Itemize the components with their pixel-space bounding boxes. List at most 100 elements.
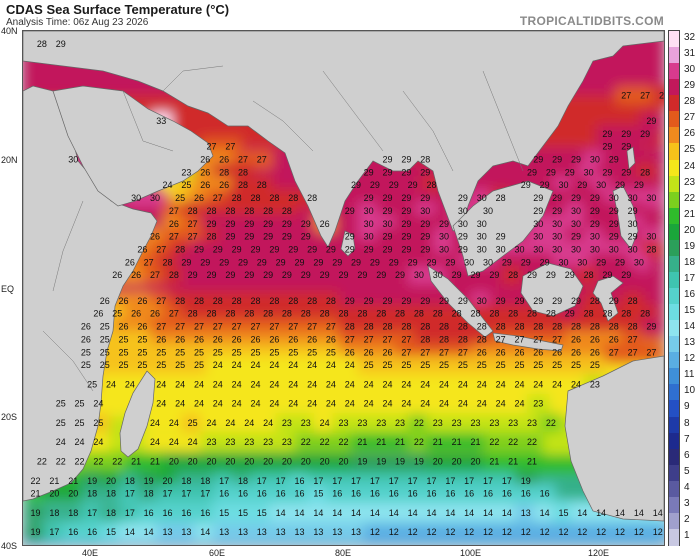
sst-cell [231,503,254,522]
sst-value-label: 24 [477,379,487,389]
sst-value-label: 13 [163,527,173,537]
sst-value-label: 16 [68,527,78,537]
sst-value-label: 21 [470,437,480,447]
sst-value-label: 24 [439,399,449,409]
sst-value-label: 25 [571,360,581,370]
sst-value-label: 23 [470,418,480,428]
sst-value-label: 17 [313,476,323,486]
sst-value-label: 26 [137,322,147,332]
sst-value-label: 20 [452,456,462,466]
sst-value-label: 28 [269,296,279,306]
sst-value-label: 17 [483,476,493,486]
sst-cell [181,266,204,285]
sst-cell [533,523,556,542]
sst-cell [426,413,449,432]
sst-cell [439,523,462,542]
colorbar-segment [669,512,679,530]
sst-value-label: 28 [552,322,562,332]
analysis-time: Analysis Time: 06z Aug 23 2026 [6,17,149,28]
sst-value-label: 25 [175,360,185,370]
sst-value-label: 27 [213,193,223,203]
sst-value-label: 23 [301,418,311,428]
sst-value-label: 28 [420,155,430,165]
sst-value-label: 17 [49,527,59,537]
sst-value-label: 12 [370,527,380,537]
sst-cell [407,452,430,471]
sst-value-label: 29 [225,232,235,242]
sst-value-label: 22 [31,476,41,486]
sst-value-label: 29 [615,257,625,267]
sst-cell [62,523,85,542]
sst-value-label: 29 [546,270,556,280]
sst-value-label: 29 [225,270,235,280]
sst-value-label: 30 [414,270,424,280]
sst-value-label: 12 [521,527,531,537]
sst-cell [250,503,273,522]
sst-value-label: 24 [326,379,336,389]
sst-value-label: 29 [345,206,355,216]
sst-cell [269,523,292,542]
sst-value-label: 24 [225,418,235,428]
sst-value-label: 24 [232,379,242,389]
sst-value-label: 13 [276,527,286,537]
colorbar-label: 5 [684,465,690,477]
sst-value-label: 29 [571,155,581,165]
sst-value-label: 28 [609,322,619,332]
sst-cell [162,266,185,285]
sst-cell [489,394,512,413]
lat-label-eq: EQ [1,284,15,294]
sst-value-label: 28 [420,322,430,332]
sst-value-label: 21 [508,456,518,466]
sst-value-label: 29 [364,244,374,254]
sst-value-label: 25 [137,334,147,344]
sst-cell [282,394,305,413]
sst-value-label: 30 [628,193,638,203]
sst-value-label: 28 [163,257,173,267]
sst-cell [458,523,481,542]
sst-value-label: 28 [439,334,449,344]
sst-value-label: 28 [602,309,612,319]
sst-value-label: 27 [288,322,298,332]
sst-value-label: 28 [225,206,235,216]
sst-value-label: 25 [156,360,166,370]
sst-value-label: 14 [389,508,399,518]
sst-value-label: 25 [119,334,129,344]
sst-cell [294,413,317,432]
sst-value-label: 24 [232,360,242,370]
sst-cell [332,433,355,452]
sst-value-label: 30 [464,257,474,267]
sst-value-label: 27 [514,334,524,344]
sst-map: 2829272728332929292927272929302626272729… [22,30,665,546]
sst-cell [527,394,550,413]
sst-value-label: 29 [546,167,556,177]
sst-value-label: 18 [181,476,191,486]
sst-value-label: 21 [527,456,537,466]
sst-value-label: 16 [219,489,229,499]
sst-value-label: 29 [420,296,430,306]
sst-cell [395,375,418,394]
sst-value-label: 27 [213,322,223,332]
lon-label-80e: 80E [335,548,352,558]
sst-value-label: 26 [571,347,581,357]
sst-value-label: 27 [496,334,506,344]
sst-value-label: 22 [414,418,424,428]
sst-value-label: 29 [609,296,619,306]
sst-cell [495,523,518,542]
sst-value-label: 29 [590,206,600,216]
colorbar-label: 20 [684,224,696,236]
sst-value-label: 29 [401,193,411,203]
sst-cell [521,452,544,471]
sst-value-label: 20 [470,456,480,466]
sst-value-label: 29 [590,193,600,203]
sst-value-label: 28 [37,39,47,49]
sst-value-label: 28 [401,322,411,332]
sst-value-label: 30 [458,206,468,216]
sst-value-label: 30 [552,219,562,229]
sst-cell [546,356,569,375]
sst-value-label: 27 [307,322,317,332]
sst-cell [370,266,393,285]
colorbar-segment [669,288,679,305]
sst-cell [445,433,468,452]
sst-value-label: 22 [489,437,499,447]
sst-value-label: 20 [207,456,217,466]
